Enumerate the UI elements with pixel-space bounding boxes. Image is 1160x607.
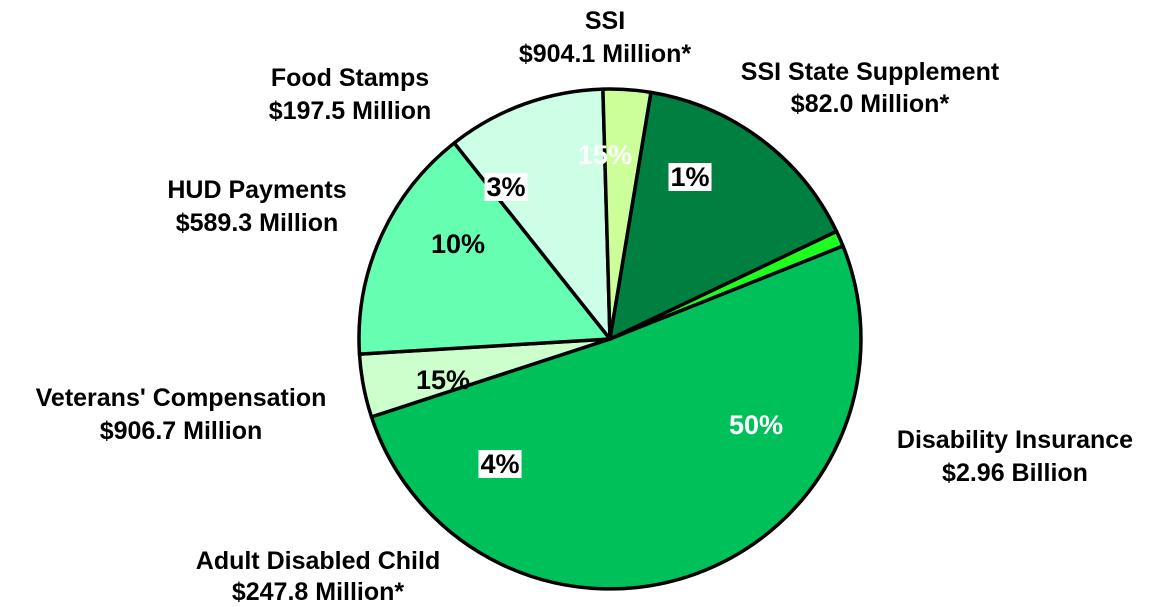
category-label: Food Stamps — [271, 64, 429, 92]
amount-label: $904.1 Million* — [519, 40, 692, 68]
category-label: Disability Insurance — [897, 426, 1133, 454]
percent-label: 1% — [670, 162, 709, 192]
percent-label-background — [668, 163, 712, 191]
pie-slice-veterans-compensation — [357, 141, 612, 356]
category-label: Adult Disabled Child — [196, 547, 440, 575]
category-label: SSI — [585, 7, 625, 35]
amount-label: $82.0 Million* — [791, 90, 950, 118]
percent-label-background — [478, 450, 522, 478]
amount-label: $247.8 Million* — [232, 578, 405, 606]
amount-label: $906.7 Million — [100, 417, 263, 445]
percent-label-background — [484, 173, 528, 201]
percent-label: 15% — [578, 140, 632, 170]
amount-label: $2.96 Billion — [942, 459, 1088, 487]
amount-label: $589.3 Million — [176, 209, 339, 237]
percent-label: 4% — [480, 449, 519, 479]
percent-label: 3% — [486, 172, 525, 202]
percent-label: 15% — [416, 365, 470, 395]
percent-label: 50% — [729, 410, 783, 440]
percent-label: 10% — [431, 229, 485, 259]
pie-slice-disability-insurance — [369, 244, 863, 591]
pie-slice-ssi — [608, 90, 839, 341]
amount-label: $197.5 Million — [269, 97, 432, 125]
category-label: Veterans' Compensation — [36, 384, 327, 412]
category-label: SSI State Supplement — [741, 58, 1000, 86]
pie-slice-hud-payments — [452, 87, 612, 341]
category-label: HUD Payments — [167, 176, 346, 204]
